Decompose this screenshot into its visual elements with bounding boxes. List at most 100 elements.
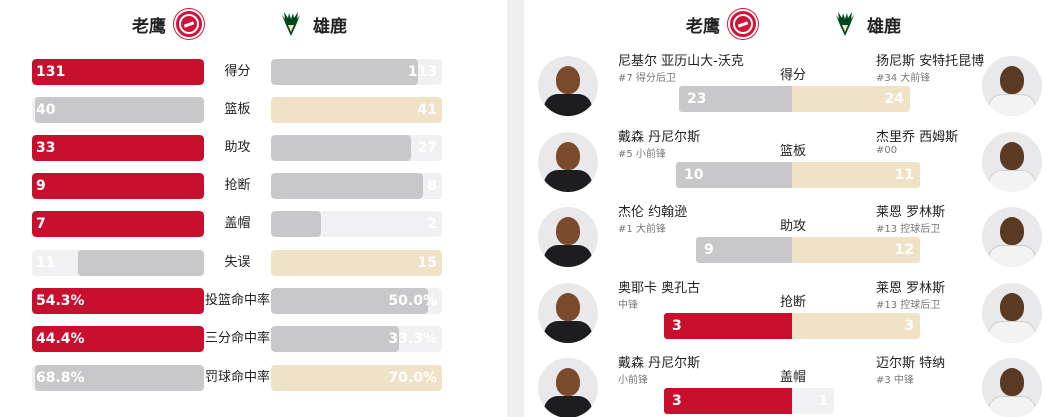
away-leader-value: 3 bbox=[672, 393, 682, 409]
away-leader-value: 3 bbox=[672, 318, 682, 334]
away-stat-value: 11 bbox=[36, 255, 56, 271]
home-stat-bar bbox=[271, 326, 442, 352]
home-leader-bar: 12 bbox=[792, 237, 920, 263]
leaders-away-team[interactable]: 老鹰 bbox=[686, 9, 758, 39]
home-player-name[interactable]: 杰里乔 西姆斯 bbox=[876, 130, 959, 145]
stat-row: 7 盖帽 2 bbox=[0, 211, 507, 237]
away-leader-value: 23 bbox=[687, 91, 707, 107]
away-player-name[interactable]: 戴森 丹尼尔斯 bbox=[618, 356, 701, 371]
away-stat-value: 68.8% bbox=[36, 370, 85, 386]
leader-stat-label: 抢断 bbox=[779, 295, 806, 310]
leader-row: 杰伦 约翰逊 #1 大前锋 助攻 9 12 莱恩 罗林斯 #13 控球后卫 bbox=[524, 201, 1050, 277]
leaders-home-team-name: 雄鹿 bbox=[867, 16, 901, 37]
home-player-info: #13 控球后卫 bbox=[876, 300, 941, 311]
home-stat-bar bbox=[271, 250, 442, 276]
away-player-name[interactable]: 奥耶卡 奥孔古 bbox=[618, 281, 701, 296]
stat-row: 40 篮板 41 bbox=[0, 97, 507, 123]
stat-row: 9 抢断 8 bbox=[0, 173, 507, 199]
home-player-avatar[interactable] bbox=[982, 132, 1042, 192]
home-stat-value: 70.0% bbox=[388, 370, 437, 386]
away-stat-value: 131 bbox=[36, 64, 66, 80]
home-player-name[interactable]: 迈尔斯 特纳 bbox=[876, 356, 946, 371]
home-stat-bar bbox=[271, 59, 442, 85]
leader-row: 戴森 丹尼尔斯 #5 小前锋 篮板 10 11 杰里乔 西姆斯 #00 bbox=[524, 126, 1050, 202]
away-stat-value: 9 bbox=[36, 178, 46, 194]
home-player-info: #13 控球后卫 bbox=[876, 224, 941, 235]
home-leader-value: 24 bbox=[884, 91, 904, 107]
away-leader-bar: 10 bbox=[676, 162, 792, 188]
team-header: 老鹰 雄鹿 bbox=[0, 9, 507, 39]
away-player-avatar[interactable] bbox=[538, 207, 598, 267]
home-stat-value: 41 bbox=[417, 102, 437, 118]
stat-label: 三分命中率 bbox=[204, 331, 270, 346]
away-team-name: 老鹰 bbox=[132, 16, 166, 37]
away-player-name[interactable]: 杰伦 约翰逊 bbox=[618, 205, 688, 220]
leaders-home-team[interactable]: 雄鹿 bbox=[830, 9, 901, 39]
leader-stat-label: 助攻 bbox=[779, 219, 806, 234]
away-player-info: #1 大前锋 bbox=[618, 224, 666, 235]
stat-label: 投篮命中率 bbox=[204, 293, 270, 308]
stat-row: 11 失误 15 bbox=[0, 250, 507, 276]
home-player-avatar[interactable] bbox=[982, 283, 1042, 343]
stat-label: 盖帽 bbox=[224, 216, 251, 231]
away-player-avatar[interactable] bbox=[538, 358, 598, 417]
away-team[interactable]: 老鹰 bbox=[132, 9, 204, 39]
home-player-avatar[interactable] bbox=[982, 207, 1042, 267]
away-player-avatar[interactable] bbox=[538, 132, 598, 192]
away-player-avatar[interactable] bbox=[538, 56, 598, 116]
stat-row: 44.4% 三分命中率 33.3% bbox=[0, 326, 507, 352]
stat-label: 篮板 bbox=[224, 102, 251, 117]
home-leader-bar: 1 bbox=[792, 388, 834, 414]
away-stat-value: 7 bbox=[36, 216, 46, 232]
hawks-logo-icon bbox=[174, 9, 204, 39]
away-stat-bar bbox=[32, 211, 204, 237]
leader-row: 尼基尔 亚历山大-沃克 #7 得分后卫 得分 23 24 扬尼斯 安特托昆博 #34 大前锋 bbox=[524, 50, 1050, 126]
away-stat-bar bbox=[32, 326, 204, 352]
away-stat-bar bbox=[32, 173, 204, 199]
home-stat-bar bbox=[271, 288, 442, 314]
home-leader-value: 12 bbox=[894, 242, 914, 258]
home-leader-value: 3 bbox=[904, 318, 914, 334]
home-player-avatar[interactable] bbox=[982, 358, 1042, 417]
away-stat-bar bbox=[32, 97, 204, 123]
away-stat-bar bbox=[32, 250, 204, 276]
away-player-name[interactable]: 戴森 丹尼尔斯 bbox=[618, 130, 701, 145]
home-team-name: 雄鹿 bbox=[313, 16, 347, 37]
away-stat-bar bbox=[32, 59, 204, 85]
home-leader-value: 1 bbox=[818, 393, 828, 409]
home-leader-bar: 3 bbox=[792, 313, 920, 339]
home-leader-bar: 11 bbox=[792, 162, 920, 188]
home-stat-bar bbox=[271, 211, 442, 237]
leader-row: 戴森 丹尼尔斯 小前锋 盖帽 3 1 迈尔斯 特纳 #3 中锋 bbox=[524, 352, 1050, 417]
away-stat-bar bbox=[32, 365, 204, 391]
stat-label: 失误 bbox=[224, 255, 251, 270]
hawks-logo-icon bbox=[728, 9, 758, 39]
home-player-avatar[interactable] bbox=[982, 56, 1042, 116]
bucks-logo-icon bbox=[276, 9, 306, 39]
away-player-avatar[interactable] bbox=[538, 283, 598, 343]
leader-row: 奥耶卡 奥孔古 中锋 抢断 3 3 莱恩 罗林斯 #13 控球后卫 bbox=[524, 277, 1050, 353]
home-stat-bar bbox=[271, 365, 442, 391]
home-player-name[interactable]: 莱恩 罗林斯 bbox=[876, 205, 946, 220]
away-stat-value: 44.4% bbox=[36, 331, 85, 347]
home-player-name[interactable]: 扬尼斯 安特托昆博 bbox=[876, 54, 985, 69]
away-player-info: #7 得分后卫 bbox=[618, 73, 676, 84]
away-stat-value: 54.3% bbox=[36, 293, 85, 309]
home-stat-value: 113 bbox=[407, 64, 437, 80]
home-team[interactable]: 雄鹿 bbox=[276, 9, 347, 39]
leaders-away-team-name: 老鹰 bbox=[686, 16, 720, 37]
player-leaders-panel: 老鹰 雄鹿 尼基尔 亚历山大-沃克 #7 得分后卫 得分 23 24 扬尼斯 安特托昆博 #… bbox=[524, 0, 1050, 417]
leader-stat-label: 篮板 bbox=[779, 144, 806, 159]
home-player-info: #34 大前锋 bbox=[876, 73, 931, 84]
team-stats-panel: 老鹰 雄鹿 131 得分 113 40 篮板 41 33 助攻 27 9 抢断 8 7 盖帽 2 11 失误 15… bbox=[0, 0, 507, 417]
away-stat-bar bbox=[32, 288, 204, 314]
away-leader-bar: 3 bbox=[664, 388, 792, 414]
leader-stat-label: 盖帽 bbox=[779, 370, 806, 385]
away-player-name[interactable]: 尼基尔 亚历山大-沃克 bbox=[618, 54, 744, 69]
home-stat-value: 2 bbox=[427, 216, 437, 232]
home-stat-value: 33.3% bbox=[388, 331, 437, 347]
away-stat-value: 40 bbox=[36, 102, 56, 118]
leaders-team-header: 老鹰 雄鹿 bbox=[524, 9, 1050, 39]
home-player-name[interactable]: 莱恩 罗林斯 bbox=[876, 281, 946, 296]
away-leader-bar: 23 bbox=[679, 86, 792, 112]
